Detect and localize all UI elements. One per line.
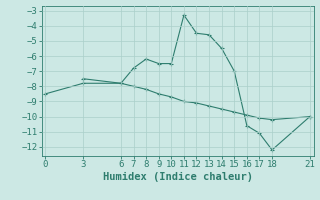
X-axis label: Humidex (Indice chaleur): Humidex (Indice chaleur) (103, 172, 252, 182)
